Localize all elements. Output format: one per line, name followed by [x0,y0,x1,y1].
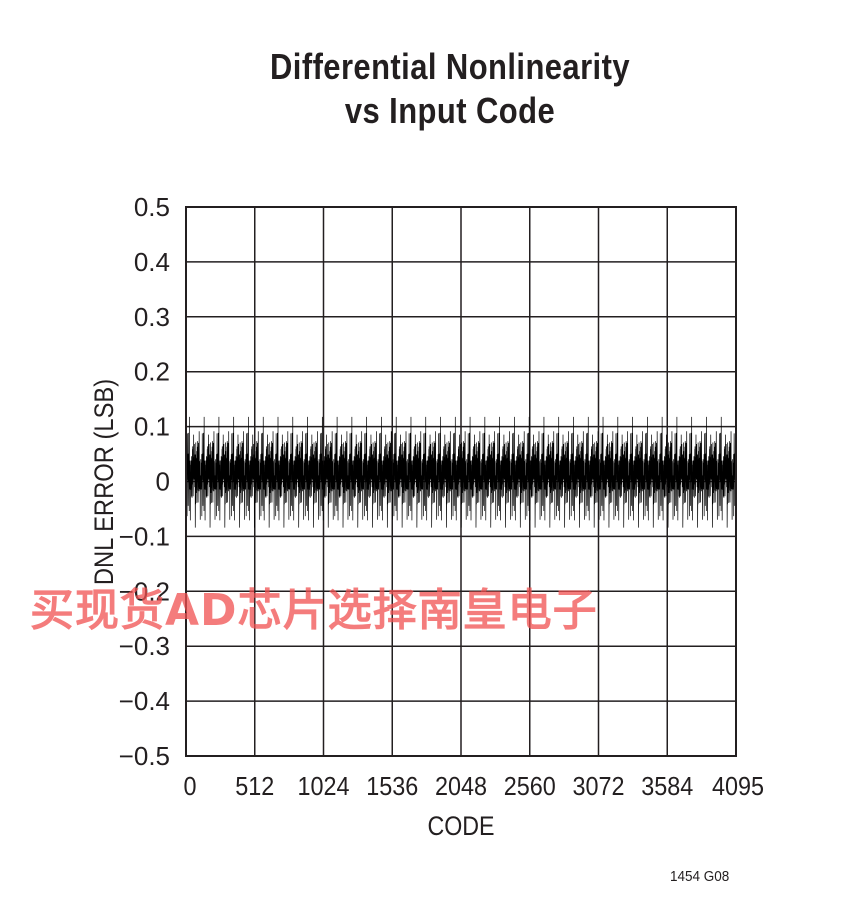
y-axis-label: DNL ERROR (LSB) [90,379,120,585]
watermark-text: 买现货AD芯片选择南皇电子 [30,585,598,636]
x-tick-label: 2048 [435,773,487,801]
chart-title-line1: Differential Nonlinearity [270,46,630,87]
y-tick-label: −0.3 [119,631,170,661]
x-tick-label: 0 [183,773,196,801]
x-tick-label: 4095 [712,773,764,801]
x-tick-label: 3072 [572,773,624,801]
y-tick-label: −0.4 [119,686,170,716]
dnl-series-line [185,416,737,528]
y-tick-labels: 0.5 0.4 0.3 0.2 0.1 0 −0.1 −0.2 −0.3 −0.4 −0.5 [119,192,170,771]
x-tick-label: 1536 [366,773,418,801]
y-tick-label: 0.1 [134,412,170,442]
chart-title-line2: vs Input Code [344,90,556,131]
y-tick-label: −0.5 [119,741,170,771]
y-tick-label: 0 [156,467,170,497]
x-tick-label: 3584 [641,773,693,801]
x-tick-labels: 0 512 1024 1536 2048 2560 3072 3584 4095 [183,773,764,801]
y-tick-label: 0.4 [134,247,170,277]
y-tick-label: −0.2 [119,576,170,606]
figure-id: 1454 G08 [670,868,730,885]
y-tick-label: 0.2 [134,357,170,387]
x-tick-label: 1024 [297,773,349,801]
y-tick-label: 0.5 [134,192,170,222]
x-tick-label: 2560 [504,773,556,801]
x-tick-label: 512 [235,773,274,801]
y-tick-label: 0.3 [134,302,170,332]
x-axis-label: CODE [427,811,494,841]
data-series [185,416,737,528]
plot-frame [185,206,737,757]
y-tick-label: −0.1 [119,521,170,551]
